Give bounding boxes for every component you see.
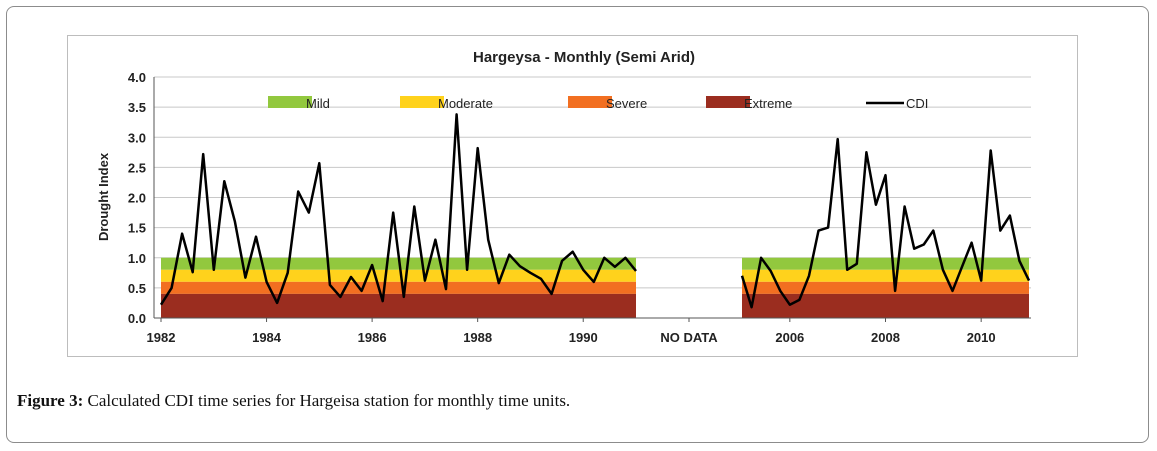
y-tick-label: 0.0 <box>128 311 146 326</box>
y-tick-label: 2.5 <box>128 160 146 175</box>
x-tick-label: 2006 <box>775 330 804 345</box>
band-moderate <box>161 269 636 282</box>
legend-label: Moderate <box>438 96 493 111</box>
figure-caption: Figure 3: Calculated CDI time series for… <box>17 391 570 411</box>
y-tick-label: 1.0 <box>128 251 146 266</box>
x-tick-label: 1984 <box>252 330 282 345</box>
legend-swatch-extreme <box>706 96 750 108</box>
y-tick-label: 0.5 <box>128 281 146 296</box>
band-severe <box>161 281 636 294</box>
y-tick-label: 3.5 <box>128 100 146 115</box>
legend-swatch-mild <box>268 96 312 108</box>
cdi-series-line <box>740 137 1031 309</box>
y-tick-label: 1.5 <box>128 221 146 236</box>
x-tick-label: NO DATA <box>660 330 718 345</box>
y-tick-label: 2.0 <box>128 191 146 206</box>
band-extreme <box>161 293 636 318</box>
x-tick-label: 1988 <box>463 330 492 345</box>
cdi-series-line <box>159 113 637 306</box>
band-moderate <box>742 269 1029 282</box>
x-tick-label: 1982 <box>147 330 176 345</box>
band-extreme <box>742 293 1029 318</box>
caption-text: Calculated CDI time series for Hargeisa … <box>87 391 571 410</box>
band-severe <box>742 281 1029 294</box>
y-axis-label: Drought Index <box>96 152 111 241</box>
legend-label: Extreme <box>744 96 792 111</box>
legend-label: CDI <box>906 96 928 111</box>
band-mild <box>742 257 1029 270</box>
figure-frame <box>6 6 1149 443</box>
chart-title: Hargeysa - Monthly (Semi Arid) <box>473 49 695 66</box>
x-tick-label: 2008 <box>871 330 900 345</box>
legend-swatch-severe <box>568 96 612 108</box>
y-tick-label: 4.0 <box>128 70 146 85</box>
x-tick-label: 1986 <box>358 330 387 345</box>
y-tick-label: 3.0 <box>128 130 146 145</box>
x-tick-label: 1990 <box>569 330 598 345</box>
x-tick-label: 2010 <box>967 330 996 345</box>
caption-label: Figure 3: <box>17 391 84 410</box>
legend-swatch-moderate <box>400 96 444 108</box>
legend-label: Mild <box>306 96 330 111</box>
legend-label: Severe <box>606 96 647 111</box>
